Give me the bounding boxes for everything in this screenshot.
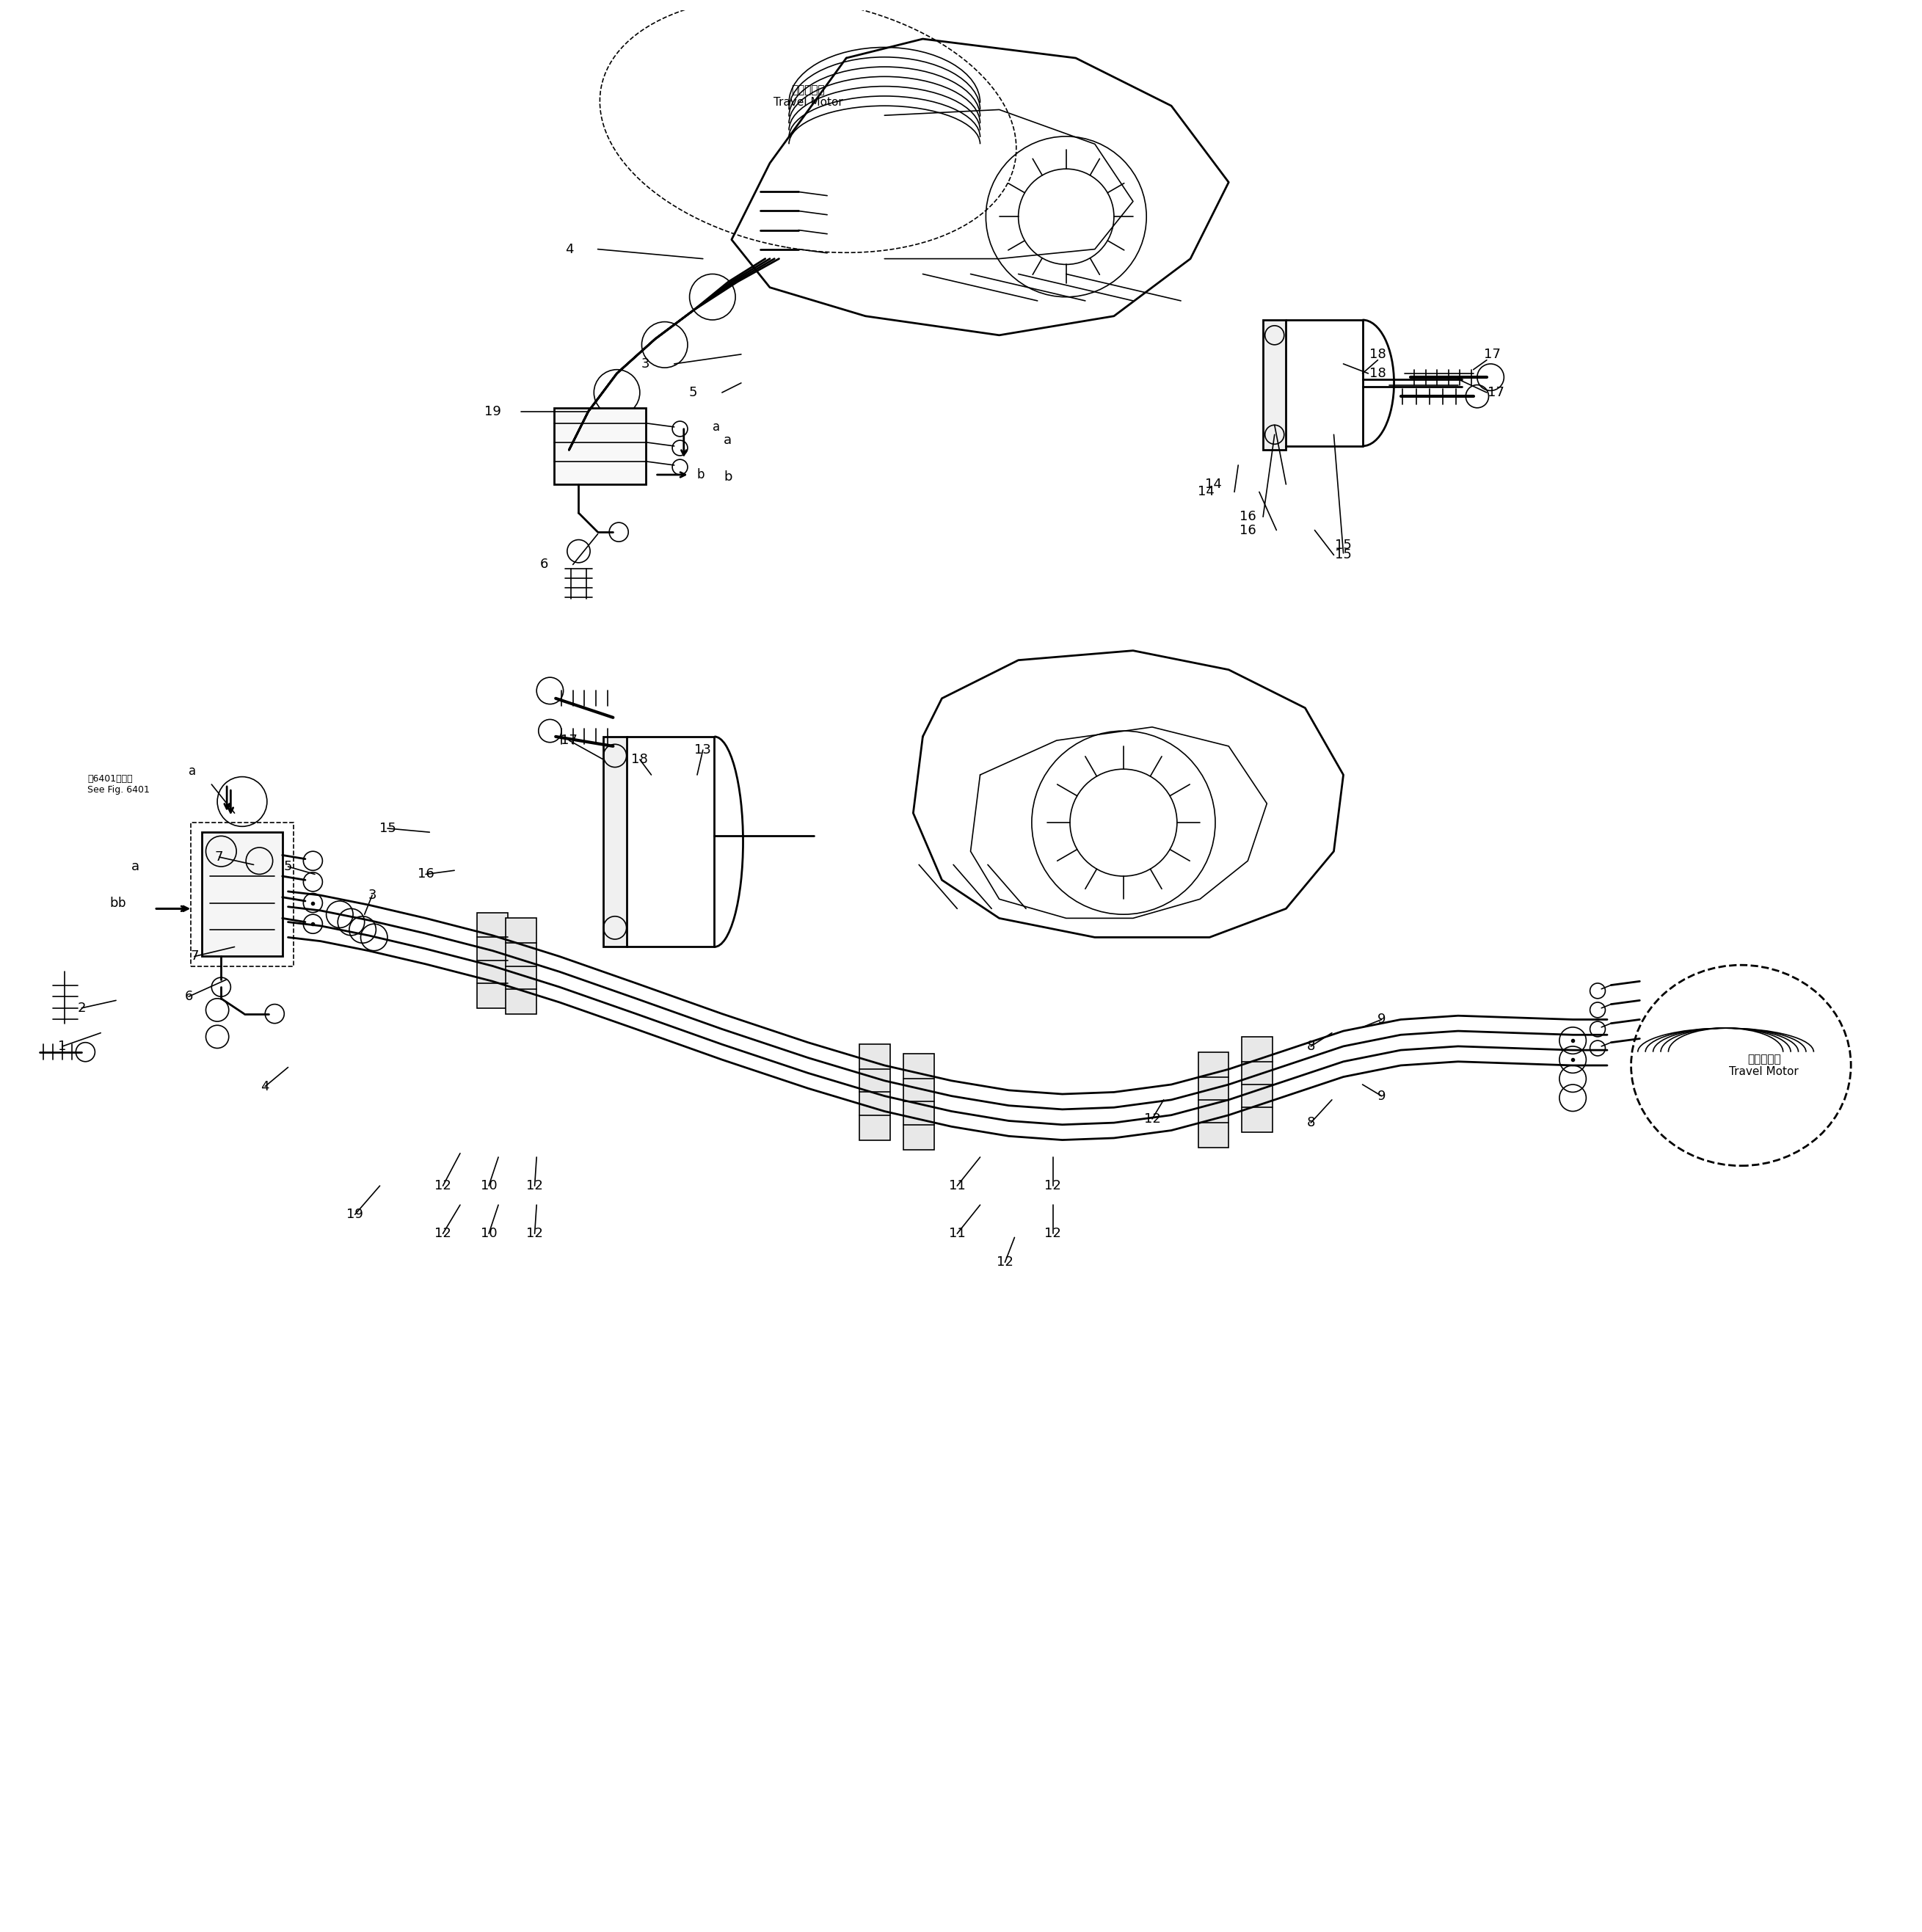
Text: 4: 4 bbox=[261, 1080, 269, 1094]
Text: 8: 8 bbox=[1307, 1039, 1315, 1053]
Text: 8: 8 bbox=[1307, 1117, 1315, 1130]
Text: 12: 12 bbox=[998, 1256, 1013, 1269]
Text: 4: 4 bbox=[565, 243, 573, 255]
Text: 9: 9 bbox=[1378, 1012, 1386, 1026]
Bar bbox=[505, 918, 536, 1014]
Text: 12: 12 bbox=[434, 1179, 452, 1192]
Text: b: b bbox=[698, 468, 705, 481]
Text: 1: 1 bbox=[58, 1039, 67, 1053]
Text: 15: 15 bbox=[1336, 549, 1351, 562]
Text: b: b bbox=[117, 896, 125, 910]
Text: 6: 6 bbox=[540, 558, 548, 572]
Text: 5: 5 bbox=[690, 386, 698, 400]
Text: 19: 19 bbox=[346, 1208, 363, 1221]
Text: 3: 3 bbox=[642, 357, 650, 371]
Text: a: a bbox=[725, 433, 732, 446]
Bar bbox=[1263, 321, 1286, 450]
Text: 14: 14 bbox=[1197, 485, 1215, 498]
Text: 11: 11 bbox=[949, 1179, 965, 1192]
Text: b: b bbox=[110, 896, 119, 910]
Bar bbox=[903, 1055, 934, 1150]
Text: 17: 17 bbox=[1484, 348, 1501, 361]
Text: 15: 15 bbox=[379, 821, 396, 835]
Text: b: b bbox=[723, 469, 732, 483]
Text: 12: 12 bbox=[434, 1227, 452, 1240]
Bar bbox=[604, 736, 627, 947]
Text: 16: 16 bbox=[1240, 524, 1257, 537]
Text: 走行モータ
Travel Motor: 走行モータ Travel Motor bbox=[773, 85, 844, 108]
Text: 2: 2 bbox=[77, 1001, 86, 1014]
Bar bbox=[1242, 1037, 1272, 1132]
Text: 19: 19 bbox=[484, 406, 502, 417]
Text: 12: 12 bbox=[527, 1179, 544, 1192]
Bar bbox=[477, 912, 507, 1009]
Text: 5: 5 bbox=[284, 860, 292, 873]
Text: 15: 15 bbox=[1336, 539, 1351, 553]
Text: 7: 7 bbox=[190, 951, 198, 962]
Text: 16: 16 bbox=[417, 867, 434, 881]
Text: 10: 10 bbox=[480, 1179, 498, 1192]
Text: 第6401図参照
See Fig. 6401: 第6401図参照 See Fig. 6401 bbox=[86, 775, 150, 794]
Text: 16: 16 bbox=[1240, 510, 1257, 524]
Text: 12: 12 bbox=[1044, 1179, 1061, 1192]
Text: 17: 17 bbox=[561, 734, 577, 748]
Text: 14: 14 bbox=[1205, 477, 1222, 491]
Text: 9: 9 bbox=[1378, 1090, 1386, 1103]
Text: 12: 12 bbox=[1144, 1113, 1161, 1126]
Text: a: a bbox=[188, 765, 196, 777]
Text: a: a bbox=[713, 421, 721, 433]
Bar bbox=[554, 408, 646, 485]
Bar bbox=[1197, 1053, 1228, 1148]
Text: 12: 12 bbox=[527, 1227, 544, 1240]
Text: 18: 18 bbox=[1370, 367, 1386, 381]
Text: 13: 13 bbox=[694, 744, 711, 757]
Text: 18: 18 bbox=[1370, 348, 1386, 361]
Bar bbox=[859, 1045, 890, 1140]
Bar bbox=[202, 833, 283, 956]
Text: 3: 3 bbox=[367, 889, 377, 902]
Text: 走行モータ
Travel Motor: 走行モータ Travel Motor bbox=[1730, 1053, 1799, 1078]
Text: 11: 11 bbox=[949, 1227, 965, 1240]
Text: 17: 17 bbox=[1488, 386, 1505, 400]
Text: 18: 18 bbox=[632, 753, 648, 767]
Text: 6: 6 bbox=[185, 989, 192, 1003]
Text: a: a bbox=[131, 860, 138, 873]
Text: 10: 10 bbox=[480, 1227, 498, 1240]
Text: 12: 12 bbox=[1044, 1227, 1061, 1240]
Text: 7: 7 bbox=[215, 850, 223, 864]
Bar bbox=[190, 823, 294, 966]
